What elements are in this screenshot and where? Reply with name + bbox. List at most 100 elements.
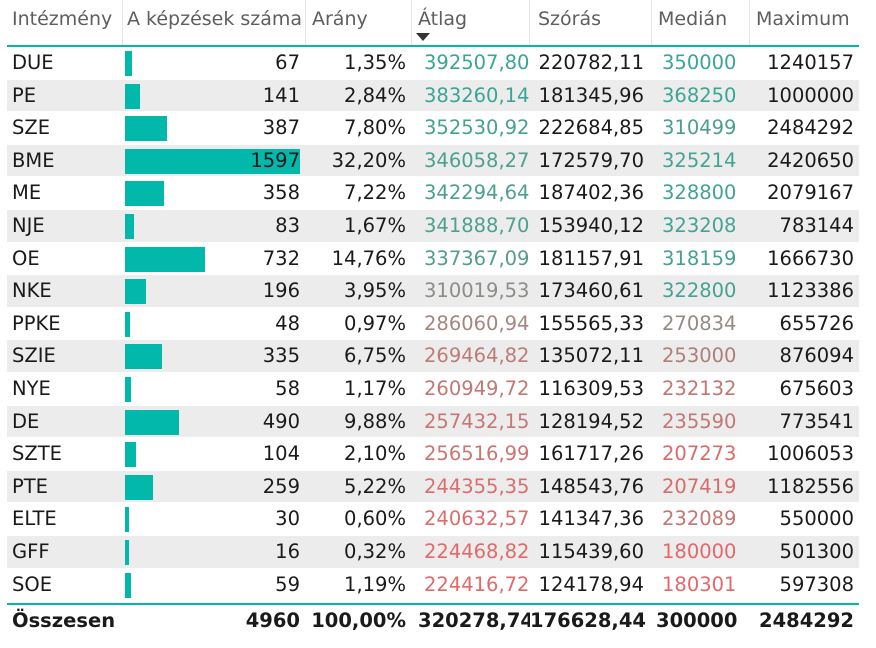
mean-value: 257432,15 — [424, 409, 530, 433]
ratio-value: 9,88% — [344, 409, 406, 433]
count-data-bar — [125, 474, 153, 500]
column-header-count[interactable]: A képzések száma — [123, 0, 306, 45]
table-row[interactable]: PPKE 48 0,97% 286060,94 155565,33 270834 65572… — [7, 308, 859, 341]
max-value: 1123386 — [767, 279, 854, 303]
mean-value: 383260,14 — [424, 83, 530, 107]
max-value: 550000 — [779, 507, 854, 531]
table-row[interactable]: SOE 59 1,19% 224416,72 124178,94 180301 597308 — [7, 569, 859, 602]
table-row[interactable]: NJE 83 1,67% 341888,70 153940,12 323208 783144 — [7, 209, 859, 243]
table-row[interactable]: NKE 196 3,95% 310019,53 173460,61 322800 11233… — [7, 275, 859, 308]
count-value: 387 — [262, 116, 300, 140]
sd-value: 220782,11 — [538, 51, 644, 74]
institution-name: PPKE — [12, 311, 61, 335]
count-value: 732 — [262, 246, 300, 270]
sd-value: 161717,26 — [538, 442, 644, 466]
median-value: 253000 — [662, 344, 737, 368]
table-row[interactable]: DE 490 9,88% 257432,15 128194,52 235590 773541 — [7, 405, 859, 439]
mean-value: 256516,99 — [424, 442, 530, 466]
table-row[interactable]: BME 1597 32,20% 346058,27 172579,70 325214 242… — [7, 144, 859, 178]
count-value: 48 — [275, 311, 300, 335]
count-cell: 16 — [123, 536, 306, 568]
mean-value: 352530,92 — [424, 116, 530, 140]
column-header-ratio[interactable]: Arány — [306, 0, 412, 45]
institution-name: OE — [12, 246, 40, 270]
ratio-value: 0,60% — [344, 507, 406, 531]
institution-name: DUE — [12, 51, 54, 74]
count-value: 259 — [262, 474, 300, 498]
count-cell: 259 — [123, 471, 306, 503]
count-value: 358 — [262, 181, 300, 205]
column-header-sd[interactable]: Szórás — [530, 0, 652, 45]
institution-name: SZTE — [12, 442, 62, 466]
max-value: 675603 — [779, 376, 854, 400]
mean-value: 310019,53 — [424, 279, 530, 303]
table-row[interactable]: DUE 67 1,35% 392507,80 220782,11 350000 124015… — [7, 47, 859, 80]
ratio-value: 1,19% — [344, 572, 406, 596]
ratio-value: 1,67% — [344, 213, 406, 237]
count-cell: 30 — [123, 503, 306, 535]
table-row[interactable]: OE 732 14,76% 337367,09 181157,91 318159 16667… — [7, 243, 859, 276]
ratio-value: 6,75% — [344, 344, 406, 368]
median-value: 235590 — [662, 409, 737, 433]
mean-value: 224468,82 — [424, 539, 530, 563]
count-value: 67 — [275, 51, 300, 74]
count-value: 104 — [262, 442, 300, 466]
median-value: 350000 — [662, 51, 737, 74]
total-mean: 320278,74 — [418, 609, 530, 633]
count-cell: 104 — [123, 438, 306, 470]
ratio-value: 32,20% — [331, 148, 406, 172]
total-row: Összesen 4960 100,00% 320278,74 176628,4… — [7, 603, 859, 637]
institution-name: NKE — [12, 279, 52, 303]
count-value: 83 — [275, 213, 300, 237]
institution-name: SZIE — [12, 344, 56, 368]
table-row[interactable]: PE 141 2,84% 383260,14 181345,96 368250 100000… — [7, 79, 859, 113]
median-value: 270834 — [662, 311, 737, 335]
ratio-value: 1,17% — [344, 376, 406, 400]
sd-value: 172579,70 — [538, 148, 644, 172]
institution-name: PTE — [12, 474, 48, 498]
table-row[interactable]: SZE 387 7,80% 352530,92 222684,85 310499 24842… — [7, 112, 859, 145]
count-value: 141 — [262, 83, 300, 107]
table-row[interactable]: SZIE 335 6,75% 269464,82 135072,11 253000 8760… — [7, 340, 859, 373]
count-data-bar — [125, 572, 131, 598]
ratio-value: 0,32% — [344, 539, 406, 563]
median-value: 232089 — [662, 507, 737, 531]
median-value: 310499 — [662, 116, 737, 140]
count-data-bar — [125, 376, 131, 402]
column-header-max[interactable]: Maximum — [756, 8, 850, 30]
max-value: 1182556 — [767, 474, 854, 498]
ratio-value: 1,35% — [344, 51, 406, 74]
sd-value: 153940,12 — [538, 213, 644, 237]
count-value: 335 — [262, 344, 300, 368]
column-header-institution[interactable]: Intézmény — [7, 0, 123, 45]
table-row[interactable]: ELTE 30 0,60% 240632,57 141347,36 232089 55000… — [7, 503, 859, 536]
max-value: 2079167 — [767, 181, 854, 205]
column-header-median[interactable]: Medián — [652, 0, 750, 45]
ratio-value: 7,80% — [344, 116, 406, 140]
median-value: 180000 — [662, 539, 737, 563]
institution-name: SZE — [12, 116, 51, 140]
ratio-value: 14,76% — [331, 246, 406, 270]
table-row[interactable]: PTE 259 5,22% 244355,35 148543,76 207419 11825… — [7, 470, 859, 504]
institution-name: NYE — [12, 376, 51, 400]
max-value: 773541 — [779, 409, 854, 433]
table-header: Intézmény A képzések száma Arány Átlag S… — [7, 0, 859, 47]
mean-value: 240632,57 — [424, 507, 530, 531]
column-header-mean[interactable]: Átlag — [412, 0, 530, 45]
max-value: 1240157 — [767, 51, 854, 74]
table-row[interactable]: ME 358 7,22% 342294,64 187402,36 328800 207916… — [7, 177, 859, 210]
count-data-bar — [125, 83, 140, 109]
count-data-bar — [125, 279, 146, 305]
total-sd: 176628,44 — [530, 609, 646, 633]
mean-value: 392507,80 — [424, 51, 530, 74]
count-value: 490 — [262, 409, 300, 433]
table-row[interactable]: GFF 16 0,32% 224468,82 115439,60 180000 501300 — [7, 535, 859, 569]
median-value: 325214 — [662, 148, 737, 172]
sd-value: 222684,85 — [538, 116, 644, 140]
table-row[interactable]: SZTE 104 2,10% 256516,99 161717,26 207273 1006… — [7, 438, 859, 471]
max-value: 876094 — [779, 344, 854, 368]
count-value: 16 — [275, 539, 300, 563]
sd-value: 124178,94 — [538, 572, 644, 596]
table-row[interactable]: NYE 58 1,17% 260949,72 116309,53 232132 675603 — [7, 373, 859, 406]
median-value: 328800 — [662, 181, 737, 205]
